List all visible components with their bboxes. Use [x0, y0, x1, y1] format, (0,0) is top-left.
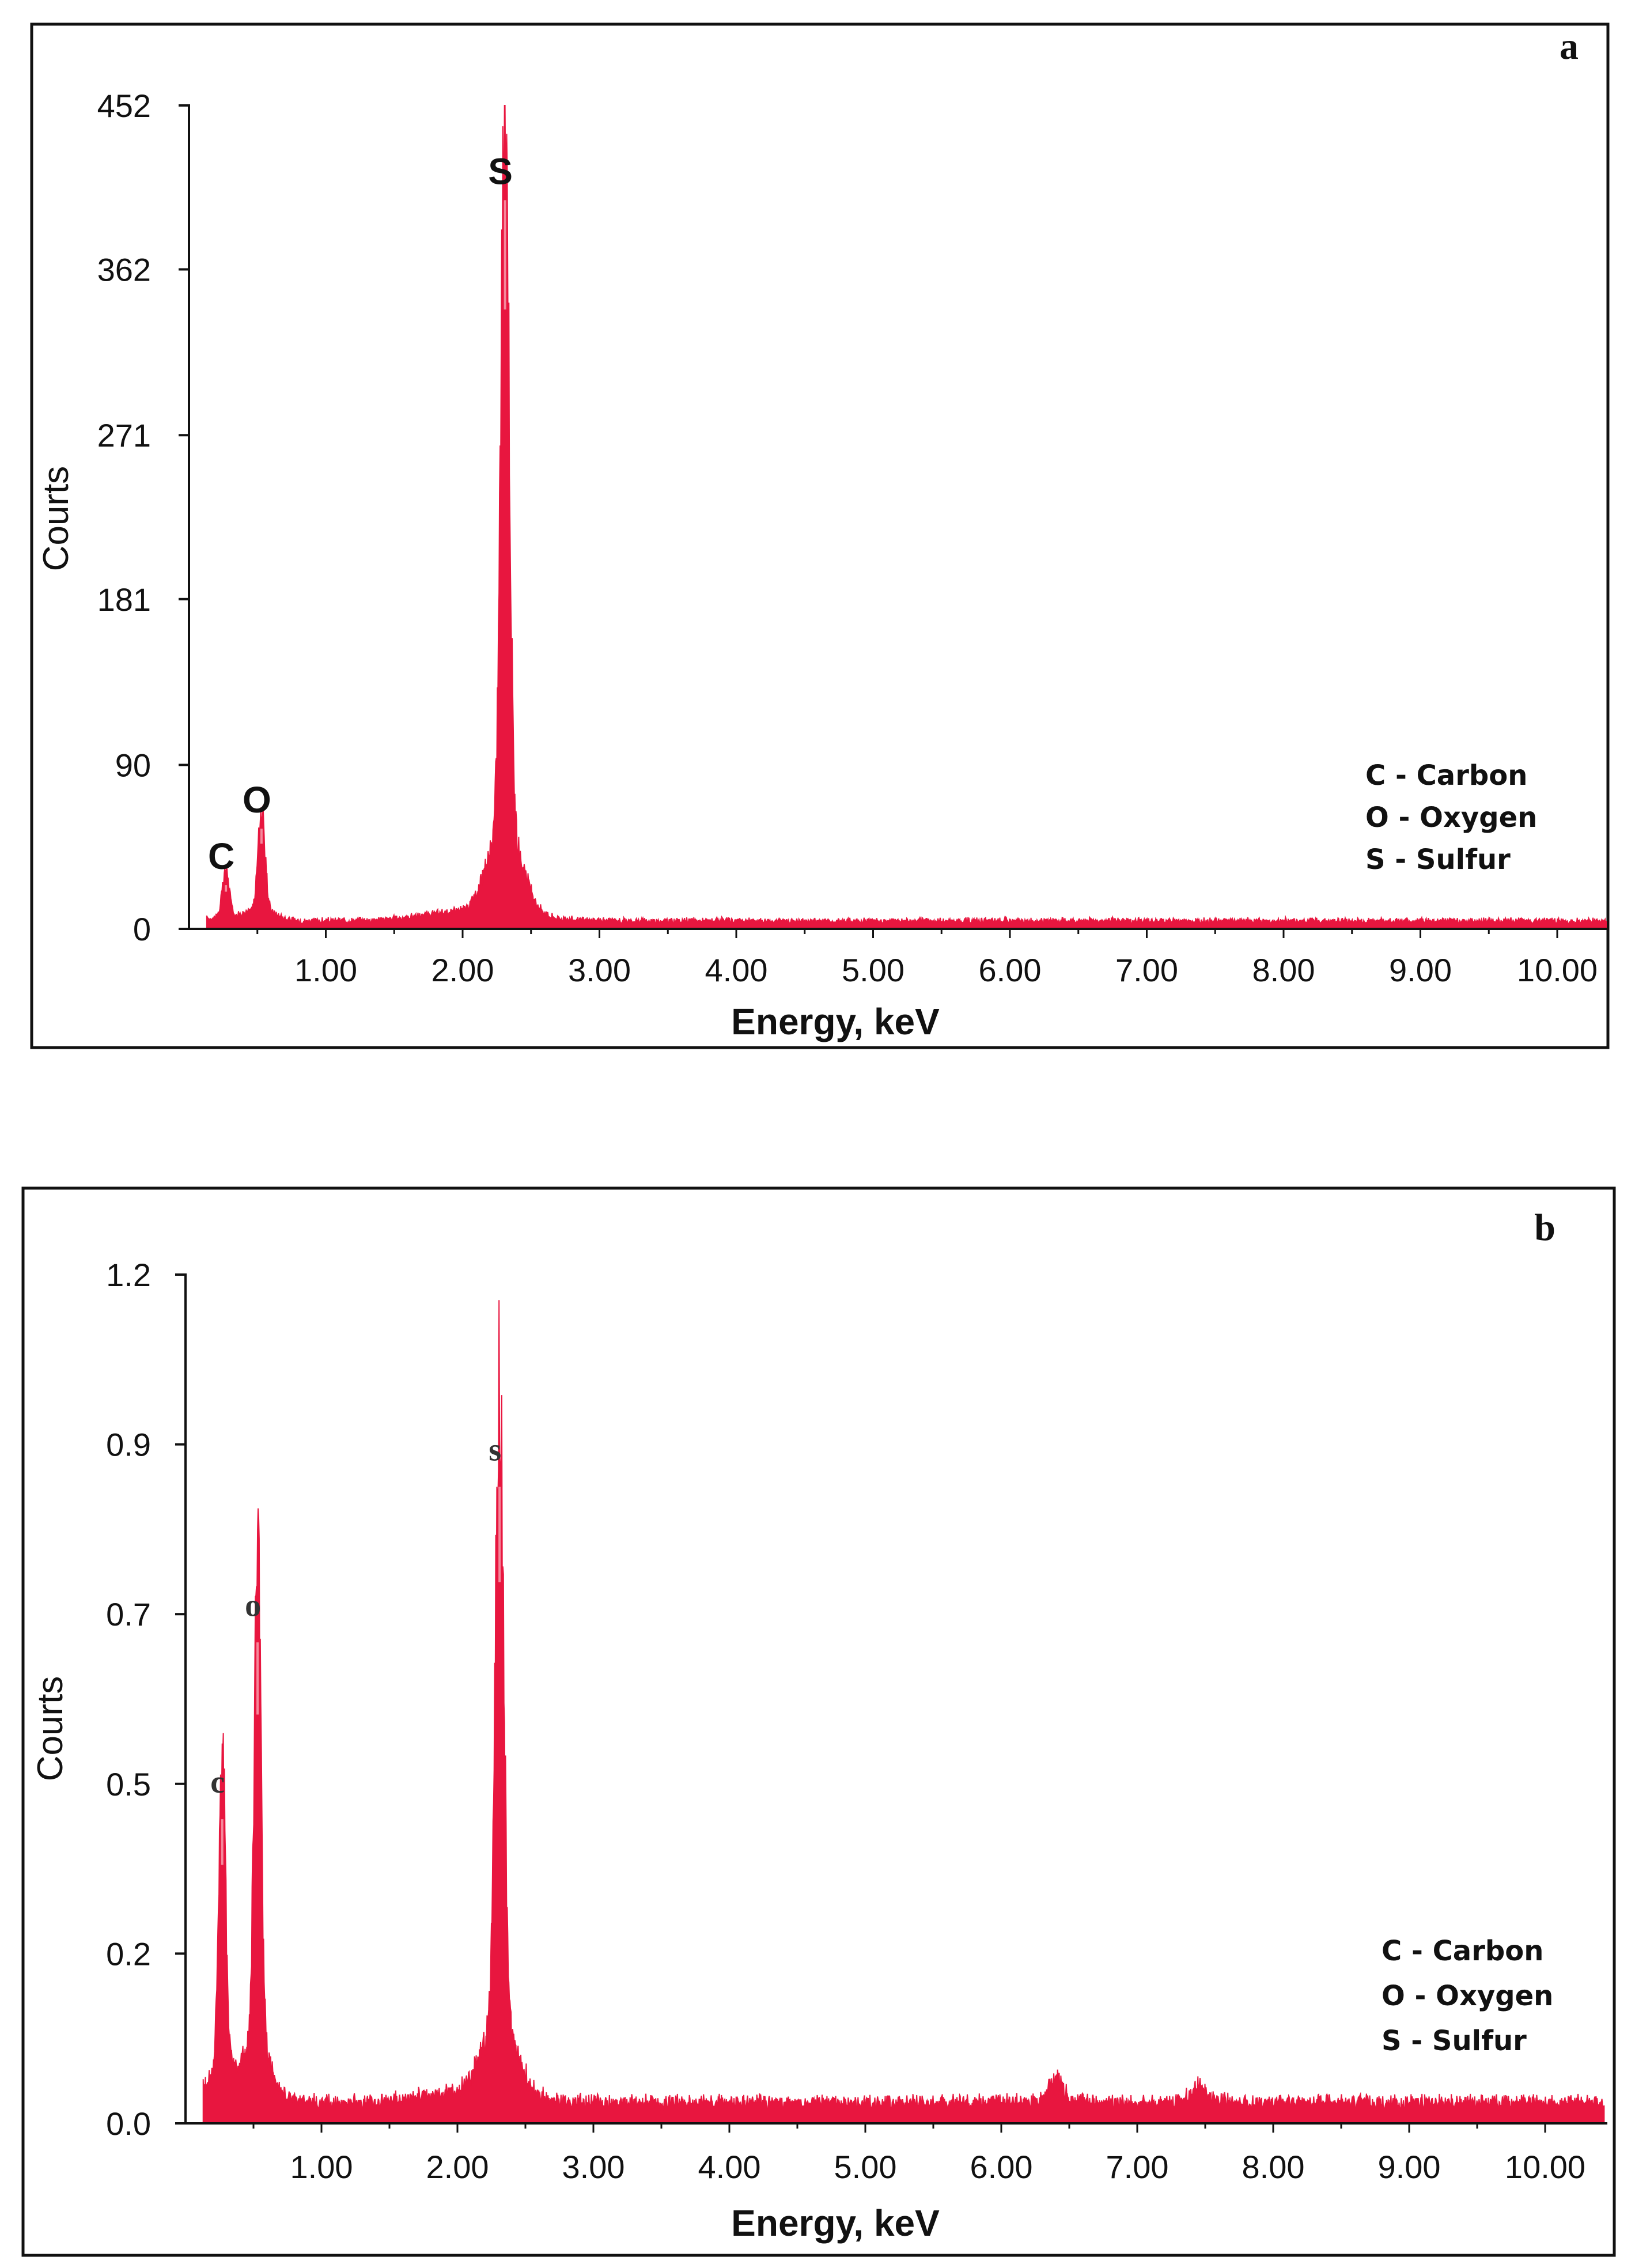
y-tick-label: 90 — [115, 747, 151, 783]
y-tick-label: 362 — [97, 252, 151, 288]
x-tick-label: 9.00 — [1389, 952, 1452, 988]
peak-label-o: O — [243, 779, 271, 821]
peak-label-c: c — [210, 1764, 225, 1800]
peak-label-o: o — [245, 1587, 261, 1623]
x-tick-label: 7.00 — [1106, 2149, 1169, 2185]
x-tick-label: 10.00 — [1505, 2149, 1585, 2185]
panel-b-peak-labels: c o s — [210, 1432, 501, 1800]
panel-a-frame — [30, 22, 1610, 1049]
panel-a-legend: C - Carbon O - Oxygen S - Sulfur — [1365, 759, 1537, 876]
panel-b-legend: C - Carbon O - Oxygen S - Sulfur — [1382, 1935, 1553, 2057]
panel-a-plot-area: 0 90 181 271 362 452 1.00 2.00 3.00 4.00 5.00 6.00 7… — [97, 88, 1609, 988]
y-tick-label: 271 — [97, 417, 151, 453]
y-tick-label: 0 — [133, 911, 151, 947]
legend-a-sulfur: S - Sulfur — [1365, 844, 1511, 876]
peak-label-c: C — [208, 836, 234, 877]
legend-b-sulfur: S - Sulfur — [1382, 2025, 1527, 2057]
panel-a-x-axis-title: Energy, keV — [731, 1001, 940, 1042]
panel-b-y-axis-title: Courts — [31, 1676, 70, 1782]
legend-a-carbon: C - Carbon — [1365, 759, 1527, 792]
x-tick-label: 3.00 — [562, 2149, 625, 2185]
panel-b-letter: b — [1534, 1207, 1555, 1249]
panel-a-chart: a 0 90 181 271 362 452 1.00 2.00 3.00 4.00 5.00 6.0… — [30, 22, 1610, 1049]
y-tick-label: 0.5 — [106, 1766, 151, 1802]
peak-label-s: S — [488, 150, 513, 192]
panel-b-frame — [21, 1186, 1616, 2257]
y-tick-label: 1.2 — [106, 1257, 151, 1293]
y-tick-label: 0.2 — [106, 1936, 151, 1972]
x-tick-label: 4.00 — [698, 2149, 761, 2185]
y-tick-label: 0.0 — [106, 2106, 151, 2142]
x-tick-label: 2.00 — [426, 2149, 489, 2185]
peak-label-s: s — [489, 1432, 501, 1468]
legend-b-carbon: C - Carbon — [1382, 1935, 1543, 1967]
x-tick-label: 4.00 — [705, 952, 768, 988]
x-tick-label: 10.00 — [1517, 952, 1598, 988]
x-tick-label: 7.00 — [1115, 952, 1178, 988]
x-tick-label: 2.00 — [432, 952, 494, 988]
y-tick-label: 0.7 — [106, 1596, 151, 1632]
x-tick-label: 9.00 — [1378, 2149, 1441, 2185]
x-tick-label: 8.00 — [1242, 2149, 1305, 2185]
spectrum-b — [202, 1300, 1605, 2124]
x-tick-label: 6.00 — [970, 2149, 1033, 2185]
panel-a-y-axis-title: Courts — [36, 466, 76, 572]
panel-b-x-axis-title: Energy, keV — [731, 2202, 940, 2244]
y-tick-label: 181 — [97, 581, 151, 618]
x-tick-label: 8.00 — [1252, 952, 1315, 988]
panel-b-chart: b 0.0 0.2 0.5 0.7 0.9 1.2 1.00 2.00 3.00 4.00 5.00… — [21, 1186, 1616, 2257]
x-tick-label: 1.00 — [290, 2149, 353, 2185]
x-tick-label: 5.00 — [842, 952, 904, 988]
spectrum-a — [206, 105, 1607, 929]
panel-a-peak-labels: CO S — [208, 150, 513, 877]
x-tick-label: 6.00 — [979, 952, 1042, 988]
y-tick-label: 452 — [97, 88, 151, 124]
x-tick-label: 5.00 — [834, 2149, 897, 2185]
x-tick-label: 1.00 — [294, 952, 357, 988]
x-tick-label: 3.00 — [568, 952, 631, 988]
legend-b-oxygen: O - Oxygen — [1382, 1980, 1553, 2012]
legend-a-oxygen: O - Oxygen — [1365, 802, 1537, 834]
panel-a-letter: a — [1560, 25, 1579, 67]
panel-b-plot-area: 0.0 0.2 0.5 0.7 0.9 1.2 1.00 2.00 3.00 4.00 5.00 6.… — [106, 1257, 1607, 2185]
y-tick-label: 0.9 — [106, 1427, 151, 1463]
